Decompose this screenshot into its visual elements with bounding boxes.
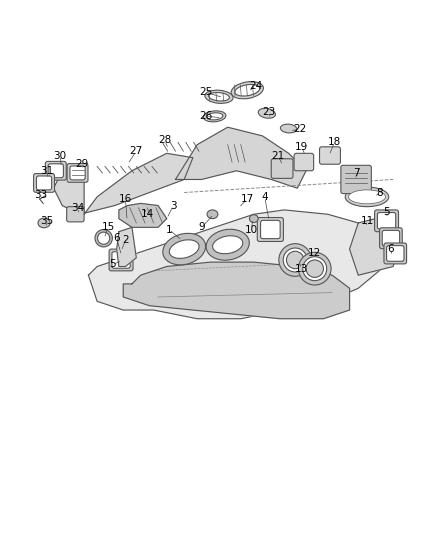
Ellipse shape (258, 108, 276, 118)
FancyBboxPatch shape (67, 207, 84, 222)
Text: 22: 22 (293, 124, 306, 134)
Text: 30: 30 (53, 150, 67, 160)
Ellipse shape (235, 84, 260, 96)
Text: 9: 9 (198, 222, 205, 232)
Ellipse shape (205, 90, 233, 103)
Ellipse shape (280, 124, 297, 133)
Text: 25: 25 (199, 87, 212, 98)
Ellipse shape (208, 93, 230, 101)
FancyBboxPatch shape (70, 166, 85, 180)
Text: 8: 8 (377, 188, 383, 198)
Polygon shape (350, 214, 402, 275)
Ellipse shape (279, 244, 311, 276)
Ellipse shape (98, 232, 110, 244)
Ellipse shape (170, 240, 199, 259)
Ellipse shape (306, 260, 323, 277)
FancyBboxPatch shape (261, 220, 280, 239)
Polygon shape (117, 228, 136, 266)
FancyBboxPatch shape (109, 249, 133, 271)
Ellipse shape (206, 229, 249, 260)
Text: 15: 15 (101, 222, 115, 232)
Text: 29: 29 (75, 159, 88, 169)
Ellipse shape (298, 252, 331, 285)
Ellipse shape (206, 113, 223, 120)
FancyBboxPatch shape (112, 252, 130, 268)
FancyBboxPatch shape (271, 159, 293, 179)
Ellipse shape (212, 236, 243, 254)
Text: 35: 35 (40, 216, 54, 226)
Text: 24: 24 (249, 81, 263, 91)
FancyBboxPatch shape (374, 210, 399, 232)
Ellipse shape (38, 218, 50, 228)
FancyBboxPatch shape (257, 217, 283, 241)
Ellipse shape (231, 82, 263, 99)
FancyBboxPatch shape (67, 164, 88, 182)
Ellipse shape (283, 248, 307, 272)
Text: 19: 19 (295, 142, 308, 152)
FancyBboxPatch shape (34, 174, 54, 192)
Polygon shape (176, 127, 306, 188)
FancyBboxPatch shape (48, 164, 64, 177)
Polygon shape (53, 154, 193, 214)
Text: 31: 31 (40, 166, 54, 176)
Text: 3: 3 (170, 200, 177, 211)
Text: 17: 17 (240, 194, 254, 204)
Text: 5: 5 (109, 260, 116, 269)
Text: 2: 2 (122, 236, 129, 245)
Text: 14: 14 (141, 209, 154, 219)
FancyBboxPatch shape (294, 154, 314, 171)
Ellipse shape (303, 257, 327, 281)
Ellipse shape (250, 215, 258, 223)
FancyBboxPatch shape (380, 228, 402, 249)
FancyBboxPatch shape (46, 161, 66, 180)
Text: 6: 6 (388, 244, 394, 254)
Text: 16: 16 (119, 194, 132, 204)
Polygon shape (119, 204, 167, 228)
Text: 10: 10 (245, 224, 258, 235)
Polygon shape (123, 262, 350, 319)
Text: 7: 7 (353, 168, 360, 178)
Ellipse shape (163, 233, 205, 265)
Text: 18: 18 (328, 138, 341, 148)
Polygon shape (88, 210, 385, 319)
FancyBboxPatch shape (382, 230, 399, 246)
Text: 12: 12 (308, 248, 321, 259)
Text: 27: 27 (130, 146, 143, 156)
Ellipse shape (286, 251, 304, 269)
FancyBboxPatch shape (341, 165, 371, 193)
Ellipse shape (345, 187, 389, 207)
Text: 21: 21 (271, 150, 284, 160)
Ellipse shape (207, 210, 218, 219)
FancyBboxPatch shape (36, 176, 52, 190)
Text: 5: 5 (383, 207, 390, 217)
Text: 6: 6 (113, 233, 120, 243)
Ellipse shape (349, 190, 385, 204)
Text: 33: 33 (34, 190, 47, 200)
Text: 26: 26 (199, 111, 212, 122)
FancyBboxPatch shape (378, 213, 396, 229)
Text: 4: 4 (261, 192, 268, 202)
Text: 13: 13 (295, 264, 308, 273)
Text: 28: 28 (158, 135, 171, 146)
Ellipse shape (203, 111, 226, 122)
Text: 23: 23 (262, 107, 276, 117)
FancyBboxPatch shape (387, 246, 404, 261)
Text: 34: 34 (71, 203, 84, 213)
FancyBboxPatch shape (384, 243, 406, 264)
Text: 11: 11 (360, 216, 374, 226)
FancyBboxPatch shape (320, 147, 340, 164)
Text: 1: 1 (166, 224, 172, 235)
Ellipse shape (95, 230, 113, 247)
